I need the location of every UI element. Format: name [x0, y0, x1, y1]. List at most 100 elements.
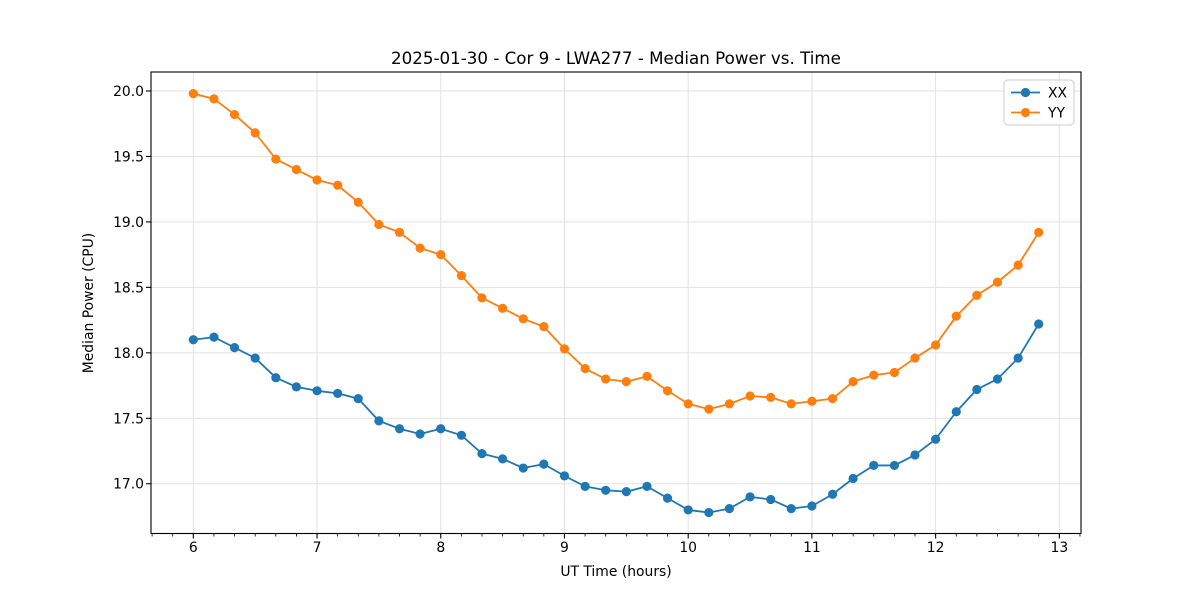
data-point-xx [951, 407, 961, 417]
data-point-yy [374, 219, 384, 230]
data-point-yy [209, 94, 219, 104]
data-point-xx [271, 373, 281, 383]
data-point-yy [910, 353, 920, 363]
data-point-xx [539, 459, 549, 469]
data-point-xx [333, 388, 343, 399]
data-point-yy [869, 370, 879, 380]
data-point-xx [436, 424, 446, 434]
data-point-xx [786, 504, 796, 514]
data-point-yy [436, 250, 446, 260]
x-tick-label: 13 [1051, 540, 1069, 556]
data-point-yy [972, 290, 982, 300]
series-line-yy [193, 92, 1040, 411]
x-tick-label: 6 [189, 540, 198, 556]
data-point-yy [848, 377, 858, 387]
data-point-yy [250, 128, 260, 138]
y-tick-label: 17.5 [113, 411, 144, 427]
legend: XX YY [1003, 79, 1075, 126]
x-tick-label: 10 [679, 540, 697, 556]
data-point-xx [683, 505, 693, 515]
legend-sample-marker-yy [1020, 107, 1031, 118]
data-point-yy [1013, 260, 1023, 270]
data-point-yy [951, 311, 961, 321]
x-tick-label: 12 [927, 540, 945, 556]
y-tick-label: 19.5 [113, 149, 144, 165]
x-axis-label: UT Time (hours) [560, 564, 671, 580]
data-point-yy [766, 392, 776, 402]
y-tick-label: 18.5 [113, 280, 144, 296]
data-point-xx [291, 382, 301, 392]
y-tick-label: 20.0 [113, 84, 144, 100]
x-tick-label: 9 [560, 540, 569, 556]
data-point-yy [724, 399, 734, 409]
data-point-xx [662, 493, 673, 503]
data-point-xx [456, 430, 467, 440]
data-point-yy [498, 303, 508, 313]
grid-layer [151, 72, 1081, 534]
data-point-yy [786, 399, 796, 409]
data-point-xx [353, 394, 363, 404]
legend-sample-marker-xx [1020, 87, 1031, 98]
data-point-yy [312, 175, 322, 185]
data-point-xx [848, 473, 858, 484]
data-point-yy [642, 371, 652, 381]
data-point-xx [889, 460, 900, 471]
data-point-yy [518, 314, 528, 324]
data-point-xx [188, 335, 198, 345]
data-point-yy [683, 399, 693, 409]
data-point-xx [250, 353, 260, 363]
data-point-yy [601, 374, 611, 384]
data-point-xx [209, 332, 219, 342]
legend-label-xx: XX [1048, 86, 1068, 102]
data-point-yy [353, 197, 363, 207]
data-point-yy [415, 243, 425, 253]
data-point-xx [229, 342, 240, 353]
data-point-xx [374, 416, 384, 426]
data-point-xx [724, 504, 734, 514]
y-axis-label: Median Power (CPU) [81, 233, 97, 373]
data-point-yy [889, 367, 900, 378]
y-tick-label: 19.0 [113, 215, 144, 231]
data-point-yy [539, 322, 549, 332]
x-tick-label: 11 [803, 540, 821, 556]
chart-title: 2025-01-30 - Cor 9 - LWA277 - Median Pow… [391, 48, 841, 68]
data-point-yy [931, 340, 941, 350]
data-point-xx [745, 492, 755, 502]
data-point-xx [972, 384, 982, 395]
data-point-yy [807, 396, 817, 406]
x-tick-label: 7 [313, 540, 322, 556]
data-point-xx [312, 386, 322, 396]
data-point-yy [229, 109, 240, 120]
data-point-xx [1013, 353, 1023, 363]
data-point-yy [477, 293, 487, 303]
data-point-yy [745, 391, 755, 401]
data-point-xx [910, 450, 920, 460]
data-point-xx [931, 434, 941, 444]
series-layer [188, 89, 1044, 518]
data-point-xx [827, 489, 838, 499]
data-point-xx [477, 449, 487, 459]
data-point-yy [271, 154, 281, 164]
data-point-xx [992, 374, 1003, 384]
data-point-xx [869, 460, 879, 471]
data-point-yy [394, 227, 405, 237]
y-tick-label: 18.0 [113, 346, 144, 362]
data-point-yy [456, 270, 467, 281]
axes-spines [150, 71, 1082, 535]
data-point-xx [394, 424, 405, 434]
data-point-xx [559, 471, 570, 481]
data-point-xx [601, 485, 611, 495]
data-point-yy [333, 180, 343, 190]
data-point-xx [415, 429, 425, 439]
data-point-xx [807, 501, 817, 511]
data-point-xx [766, 494, 776, 505]
data-point-yy [559, 344, 570, 354]
data-point-yy [188, 89, 198, 99]
data-point-xx [518, 463, 528, 473]
data-point-xx [704, 507, 714, 518]
legend-label-yy: YY [1047, 106, 1065, 122]
data-point-xx [498, 454, 508, 464]
x-tick-label: 8 [436, 540, 445, 556]
